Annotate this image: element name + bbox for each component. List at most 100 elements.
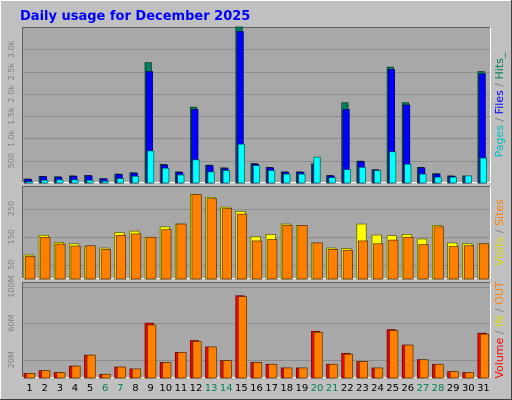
y-axis-label-part: Pages <box>493 125 506 158</box>
bar-sites-day-21 <box>327 249 338 280</box>
bar-sites-day-5 <box>85 245 96 280</box>
bar-out-day-1 <box>26 373 36 379</box>
y-tick-label: 500 <box>7 153 16 168</box>
bar-pages-day-24 <box>374 170 382 184</box>
bar-out-day-8 <box>132 368 142 379</box>
y-axis-label-part: _ <box>493 52 506 59</box>
bar-out-day-3 <box>56 372 66 379</box>
bar-sites-day-8 <box>131 233 142 280</box>
x-tick-label: 29 <box>447 383 460 394</box>
y-tick-label: 1.0k <box>7 129 16 147</box>
bar-sites-day-12 <box>191 194 202 280</box>
y-axis-label-part: / <box>493 114 506 125</box>
bar-sites-day-23 <box>357 240 369 280</box>
bar-out-day-29 <box>449 371 459 379</box>
y-tick-label: 2.5k <box>7 63 16 81</box>
bar-pages-day-29 <box>449 176 457 184</box>
bar-sites-day-17 <box>267 239 278 280</box>
bar-pages-day-10 <box>162 167 170 184</box>
y-tick-label: 100M <box>7 275 16 297</box>
y-tick-label: 3.0k <box>7 40 16 58</box>
bar-sites-day-31 <box>479 243 490 280</box>
bar-sites-day-1 <box>25 256 36 280</box>
bar-pages-day-23 <box>358 167 366 184</box>
volume-panel: 20M 60M 100M Volume / IN / OUT <box>7 275 506 378</box>
bar-pages-day-22 <box>343 169 351 184</box>
y-tick-label: 1.5k <box>7 107 16 125</box>
bar-out-day-31 <box>480 333 490 379</box>
x-tick-label: 21 <box>326 383 339 394</box>
y-axis-label-part: Visits <box>493 236 506 265</box>
bar-pages-day-12 <box>192 159 200 184</box>
y-axis-label-part: / <box>493 305 506 316</box>
bar-sites-day-3 <box>55 243 66 280</box>
bar-out-day-28 <box>434 363 444 379</box>
x-tick-label: 12 <box>190 383 203 394</box>
bar-out-day-19 <box>298 367 308 379</box>
bar-sites-day-20 <box>312 242 323 280</box>
bar-out-day-4 <box>71 365 81 379</box>
bar-sites-day-30 <box>463 245 474 280</box>
bar-out-day-24 <box>374 367 384 379</box>
x-tick-label: 10 <box>159 383 172 394</box>
bar-sites-day-10 <box>161 229 172 280</box>
bar-sites-day-6 <box>100 249 111 280</box>
bar-sites-day-26 <box>403 236 414 280</box>
bar-pages-day-21 <box>328 177 336 184</box>
bar-pages-day-17 <box>268 170 276 184</box>
x-tick-label: 23 <box>356 383 369 394</box>
bar-out-day-13 <box>207 346 217 379</box>
bar-pages-day-18 <box>283 173 291 184</box>
bar-out-day-10 <box>162 362 172 379</box>
x-tick-label: 22 <box>341 383 354 394</box>
x-tick-label: 8 <box>132 383 138 394</box>
y-tick-label: 2.0k <box>7 85 16 103</box>
bar-sites-day-11 <box>176 223 187 280</box>
x-tick-label: 2 <box>42 383 48 394</box>
bar-sites-day-13 <box>206 198 217 280</box>
x-tick-label: 15 <box>235 383 248 394</box>
x-tick-label: 27 <box>417 383 430 394</box>
y-axis-label: Visits / Sites <box>493 199 506 266</box>
bar-out-day-25 <box>389 330 399 379</box>
bar-sites-day-25 <box>388 239 399 280</box>
hits-panel: 500 1.0k 1.5k 2.0k 2.5k 3.0k Pages / Files / H… <box>7 26 506 184</box>
bar-out-day-16 <box>253 362 263 379</box>
bar-pages-day-25 <box>389 151 397 184</box>
bar-out-day-5 <box>86 354 96 379</box>
bar-out-day-6 <box>101 373 111 379</box>
bar-out-day-15 <box>237 296 247 379</box>
bar-out-day-12 <box>192 341 202 379</box>
plot-area <box>22 27 491 183</box>
bar-sites-day-24 <box>373 243 384 280</box>
x-tick-label: 3 <box>57 383 63 394</box>
x-tick-label: 14 <box>220 383 233 394</box>
bar-out-day-9 <box>147 324 157 379</box>
x-tick-label: 11 <box>174 383 187 394</box>
bar-pages-day-19 <box>298 173 306 184</box>
chart-title: Daily usage for December 2025 <box>20 9 250 24</box>
x-tick-label: 28 <box>432 383 445 394</box>
x-tick-label: 4 <box>72 383 78 394</box>
bar-out-day-11 <box>177 352 187 379</box>
x-tick-label: 25 <box>386 383 399 394</box>
x-tick-label: 17 <box>265 383 278 394</box>
x-tick-label: 16 <box>250 383 263 394</box>
y-tick-label: 60M <box>7 315 16 332</box>
bar-pages-day-15 <box>237 143 245 184</box>
bar-sites-day-9 <box>146 236 157 280</box>
bar-pages-day-14 <box>222 170 230 184</box>
x-tick-label: 7 <box>117 383 123 394</box>
bar-out-day-18 <box>283 367 293 379</box>
bar-pages-day-5 <box>86 179 94 184</box>
bar-sites-day-7 <box>115 234 127 280</box>
y-axis-label-part: IN <box>493 316 506 327</box>
x-tick-label: 18 <box>280 383 293 394</box>
bar-pages-day-11 <box>177 174 185 184</box>
bar-pages-day-30 <box>464 175 472 184</box>
x-tick-label: 5 <box>87 383 93 394</box>
bar-out-day-7 <box>116 366 126 379</box>
bar-pages-day-31 <box>479 157 487 184</box>
y-axis-label: Pages / Files / Hits_ <box>493 52 506 157</box>
